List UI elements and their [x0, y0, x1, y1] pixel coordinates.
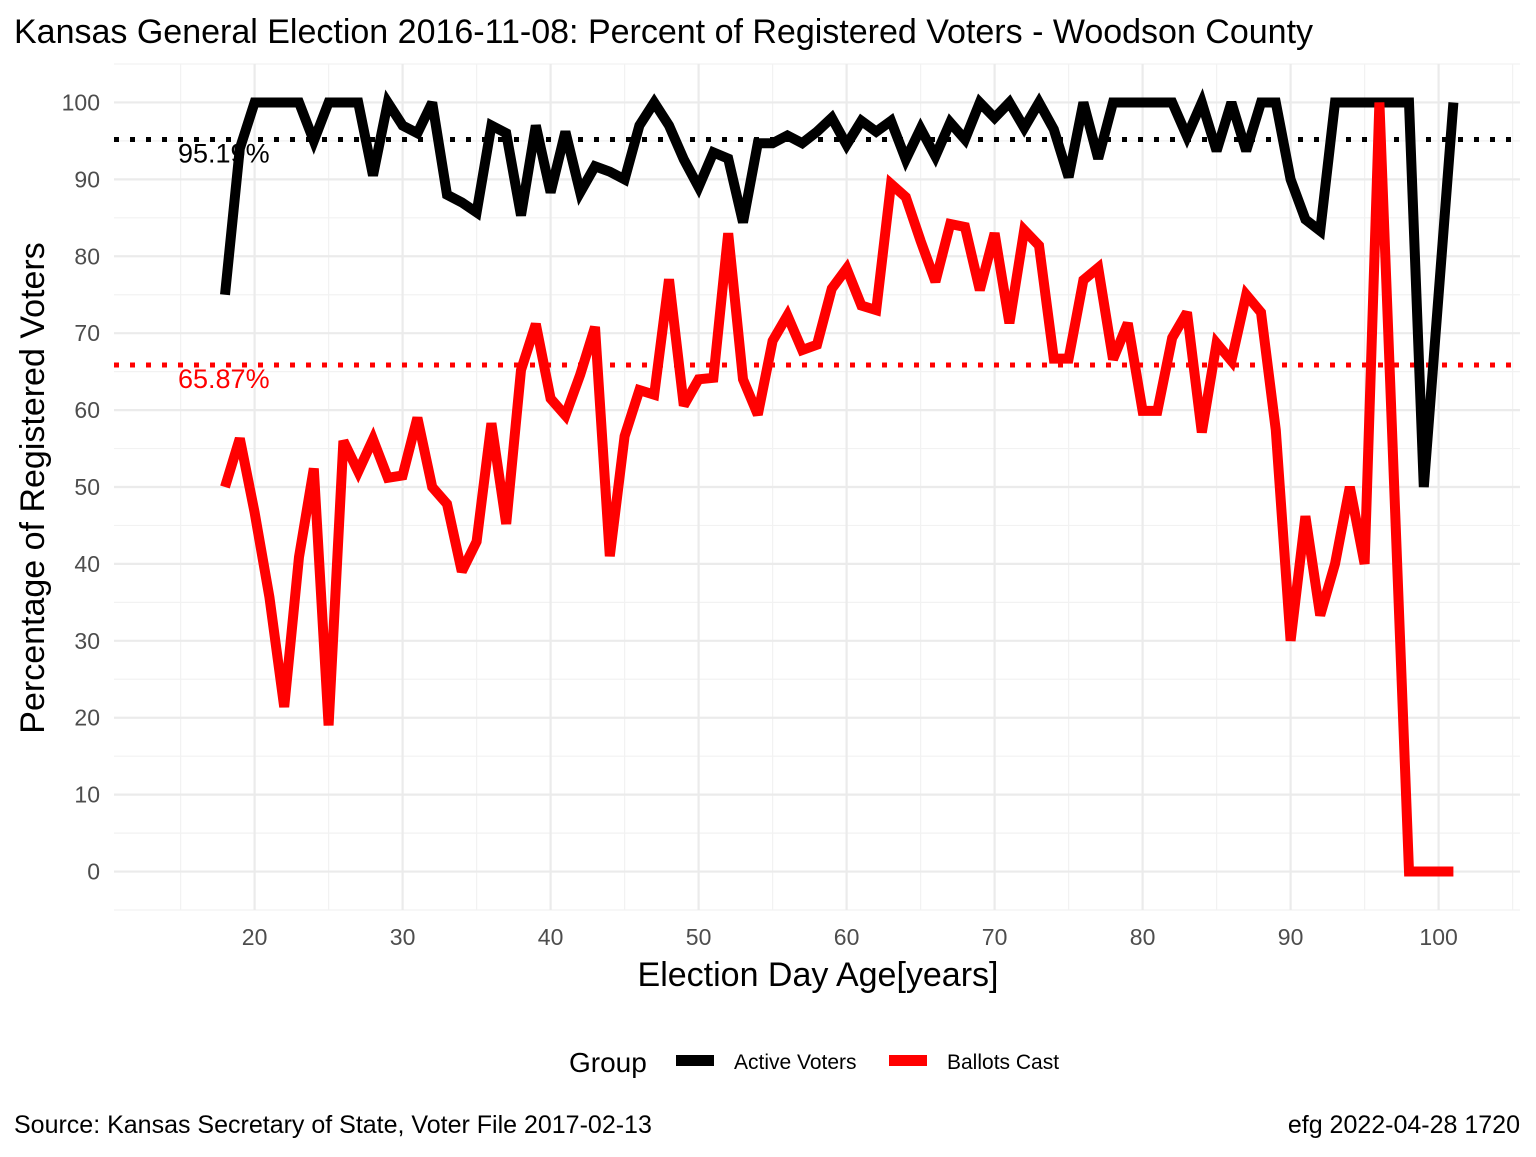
y-tick-labels: 0 10 20 30 40 50 60 70 80 90 100 [62, 89, 100, 884]
series-layer [220, 88, 1459, 877]
y-tick-label: 100 [62, 89, 100, 115]
x-tick-label: 40 [538, 924, 564, 950]
x-tick-label: 70 [982, 924, 1008, 950]
ballots-cast-reference-label: 65.87% [178, 364, 270, 394]
x-tick-labels: 20 30 40 50 60 70 80 90 100 [242, 924, 1458, 950]
y-tick-label: 40 [74, 551, 100, 577]
reference-labels: 95.19% 65.87% [178, 138, 270, 393]
legend-label-ballots-cast: Ballots Cast [947, 1051, 1059, 1074]
y-tick-label: 60 [74, 397, 100, 423]
x-tick-label: 60 [834, 924, 860, 950]
y-tick-label: 90 [74, 166, 100, 192]
y-tick-label: 30 [74, 628, 100, 654]
legend-label-active-voters: Active Voters [734, 1051, 857, 1074]
y-tick-label: 10 [74, 782, 100, 808]
chart-title: Kansas General Election 2016-11-08: Perc… [14, 13, 1313, 51]
active-voters-reference-label: 95.19% [178, 138, 270, 168]
legend-key-active-voters [676, 1055, 714, 1066]
y-tick-label: 20 [74, 705, 100, 731]
x-axis-label: Election Day Age[years] [638, 956, 999, 994]
x-tick-label: 100 [1419, 924, 1457, 950]
active-voters-line [220, 88, 1459, 488]
x-tick-label: 80 [1130, 924, 1156, 950]
ballots-cast-line [220, 102, 1454, 877]
legend: Group Active Voters Ballots Cast [569, 1047, 1059, 1078]
y-tick-label: 50 [74, 474, 100, 500]
x-tick-label: 90 [1278, 924, 1304, 950]
x-tick-label: 30 [390, 924, 416, 950]
y-axis-label: Percentage of Registered Voters [14, 242, 52, 733]
y-tick-label: 0 [87, 859, 100, 885]
y-tick-label: 70 [74, 320, 100, 346]
x-tick-label: 20 [242, 924, 268, 950]
x-tick-label: 50 [686, 924, 712, 950]
legend-key-ballots-cast [889, 1055, 927, 1066]
legend-title: Group [569, 1047, 647, 1078]
credit-caption: efg 2022-04-28 1720 [1288, 1111, 1520, 1139]
y-tick-label: 80 [74, 243, 100, 269]
source-caption: Source: Kansas Secretary of State, Voter… [14, 1111, 652, 1139]
